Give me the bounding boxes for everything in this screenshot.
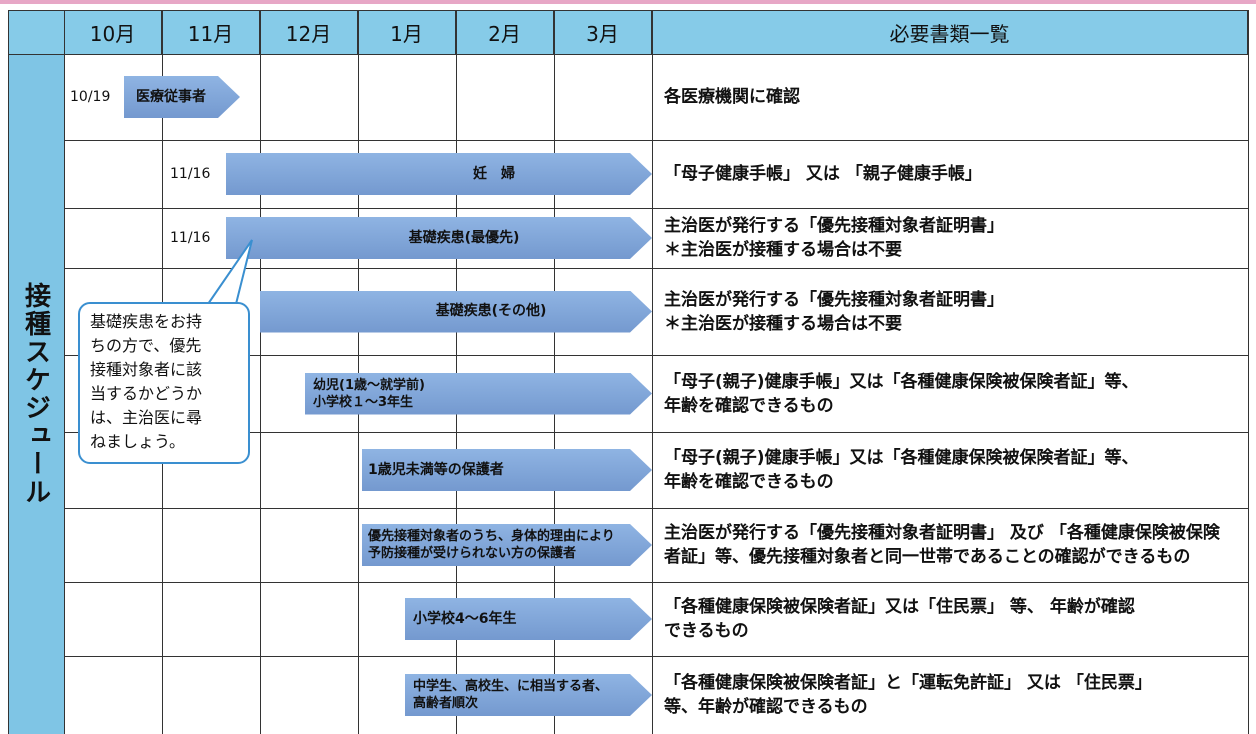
arrow-label: 1歳児未満等の保護者 xyxy=(368,461,504,478)
schedule-arrow: 優先接種対象者のうち、身体的理由により 予防接種が受けられない方の保護者 xyxy=(362,524,652,566)
row-line xyxy=(64,140,1248,141)
arrow-label: 優先接種対象者のうち、身体的理由により xyxy=(368,529,615,544)
header-corner xyxy=(8,10,65,54)
column-line xyxy=(8,10,9,734)
callout: 基礎疾患をお持 ちの方で、優先 接種対象者に該 当するかどうか は、主治医に尋 ねましょう… xyxy=(78,302,250,464)
document-cell: 主治医が発行する「優先接種対象者証明書」 ＊主治医が接種する場合は不要 xyxy=(664,268,1242,355)
document-cell: 各医療機関に確認 xyxy=(664,54,1242,140)
document-line: ＊主治医が接種する場合は不要 xyxy=(664,313,902,334)
month-header: 11月 xyxy=(162,10,260,54)
row-line xyxy=(64,508,1248,509)
document-line: ＊主治医が接種する場合は不要 xyxy=(664,240,902,260)
document-line: 者証」等、優先接種対象者と同一世帯であることの確認ができるもの xyxy=(664,547,1191,567)
document-line: できるもの xyxy=(664,621,749,641)
docs-header: 必要書類一覧 xyxy=(652,10,1248,54)
callout-line: 接種対象者に該 xyxy=(90,360,203,379)
row-line xyxy=(64,355,1248,356)
month-header: 1月 xyxy=(358,10,456,54)
arrow-label: 高齢者順次 xyxy=(413,696,479,711)
document-line: 主治医が発行する「優先接種対象者証明書」 及び 「各種健康保険被保険 xyxy=(664,523,1220,543)
callout-line: 基礎疾患をお持 xyxy=(90,312,203,331)
row-line xyxy=(64,208,1248,209)
document-line: 年齢を確認できるもの xyxy=(664,472,834,492)
side-label: 接種スケジュール xyxy=(20,282,51,506)
column-line xyxy=(1248,10,1249,734)
document-cell: 主治医が発行する「優先接種対象者証明書」 及び 「各種健康保険被保険 者証」等、優… xyxy=(664,508,1242,582)
column-line xyxy=(554,10,555,734)
document-cell: 「各種健康保険被保険者証」又は「住民票」 等、 年齢が確認 できるもの xyxy=(664,582,1242,656)
document-line: 各医療機関に確認 xyxy=(664,87,800,107)
column-line xyxy=(358,10,359,734)
month-header: 12月 xyxy=(260,10,358,54)
month-header: 10月 xyxy=(64,10,162,54)
document-cell: 「母子健康手帳」 又は 「親子健康手帳」 xyxy=(664,140,1242,208)
header-line xyxy=(8,54,1248,55)
header-line xyxy=(8,10,1248,11)
callout-line: ねましょう。 xyxy=(90,432,186,451)
column-line xyxy=(456,10,457,734)
schedule-arrow: 医療従事者 xyxy=(124,76,240,118)
schedule-arrow: 妊 婦 xyxy=(226,153,652,195)
document-line: 「母子健康手帳」 又は 「親子健康手帳」 xyxy=(664,164,982,184)
month-header: 2月 xyxy=(456,10,554,54)
column-line xyxy=(260,10,261,734)
schedule-arrow: 基礎疾患(最優先) xyxy=(226,217,652,259)
start-date: 11/16 xyxy=(170,230,211,246)
document-line: 主治医が発行する「優先接種対象者証明書」 xyxy=(664,289,1004,310)
arrow-label: 幼児(1歳～就学前) xyxy=(313,377,425,393)
schedule-arrow: 基礎疾患(その他) xyxy=(260,291,652,333)
column-line xyxy=(64,10,65,734)
document-cell: 「各種健康保険被保険者証」と「運転免許証」 又は 「住民票」 等、年齢が確認できる… xyxy=(664,656,1242,734)
column-line xyxy=(652,10,653,734)
arrow-label: 基礎疾患(最優先) xyxy=(408,229,520,246)
side-label-cell: 接種スケジュール xyxy=(8,54,65,734)
arrow-label: 中学生、高校生、に相当する者、 xyxy=(413,679,609,694)
row-line xyxy=(64,582,1248,583)
schedule-arrow: 中学生、高校生、に相当する者、 高齢者順次 xyxy=(405,674,652,716)
month-header: 3月 xyxy=(554,10,652,54)
document-line: 年齢を確認できるもの xyxy=(664,395,834,416)
callout-line: は、主治医に尋 xyxy=(90,408,203,427)
start-date: 10/19 xyxy=(70,89,111,105)
schedule-arrow: 1歳児未満等の保護者 xyxy=(362,449,652,491)
row-line xyxy=(64,268,1248,269)
row-line xyxy=(64,656,1248,657)
arrow-label: 基礎疾患(その他) xyxy=(435,303,547,319)
arrow-label: 予防接種が受けられない方の保護者 xyxy=(368,546,577,561)
arrow-label: 医療従事者 xyxy=(136,88,206,105)
arrow-label: 妊 婦 xyxy=(473,165,515,182)
document-line: 主治医が発行する「優先接種対象者証明書」 xyxy=(664,216,1004,236)
document-cell: 「母子(親子)健康手帳」又は「各種健康保険被保険者証」等、 年齢を確認できるもの xyxy=(664,355,1242,432)
schedule-arrow: 小学校4～6年生 xyxy=(405,598,652,640)
row-line xyxy=(64,432,1248,433)
start-date: 11/16 xyxy=(170,166,211,182)
callout-line: ちの方で、優先 xyxy=(90,336,202,355)
document-cell: 主治医が発行する「優先接種対象者証明書」 ＊主治医が接種する場合は不要 xyxy=(664,208,1242,268)
document-line: 「母子(親子)健康手帳」又は「各種健康保険被保険者証」等、 xyxy=(664,448,1139,468)
document-line: 「各種健康保険被保険者証」と「運転免許証」 又は 「住民票」 xyxy=(664,673,1152,693)
document-line: 「各種健康保険被保険者証」又は「住民票」 等、 年齢が確認 xyxy=(664,597,1135,617)
callout-line: 当するかどうか xyxy=(90,384,203,403)
document-cell: 「母子(親子)健康手帳」又は「各種健康保険被保険者証」等、 年齢を確認できるもの xyxy=(664,432,1242,508)
top-border xyxy=(0,0,1256,4)
arrow-label: 小学校１～3年生 xyxy=(313,394,414,410)
document-line: 等、年齢が確認できるもの xyxy=(664,697,868,717)
document-line: 「母子(親子)健康手帳」又は「各種健康保険被保険者証」等、 xyxy=(664,371,1139,392)
schedule-arrow: 幼児(1歳～就学前) 小学校１～3年生 xyxy=(305,373,652,415)
arrow-label: 小学校4～6年生 xyxy=(413,610,517,627)
